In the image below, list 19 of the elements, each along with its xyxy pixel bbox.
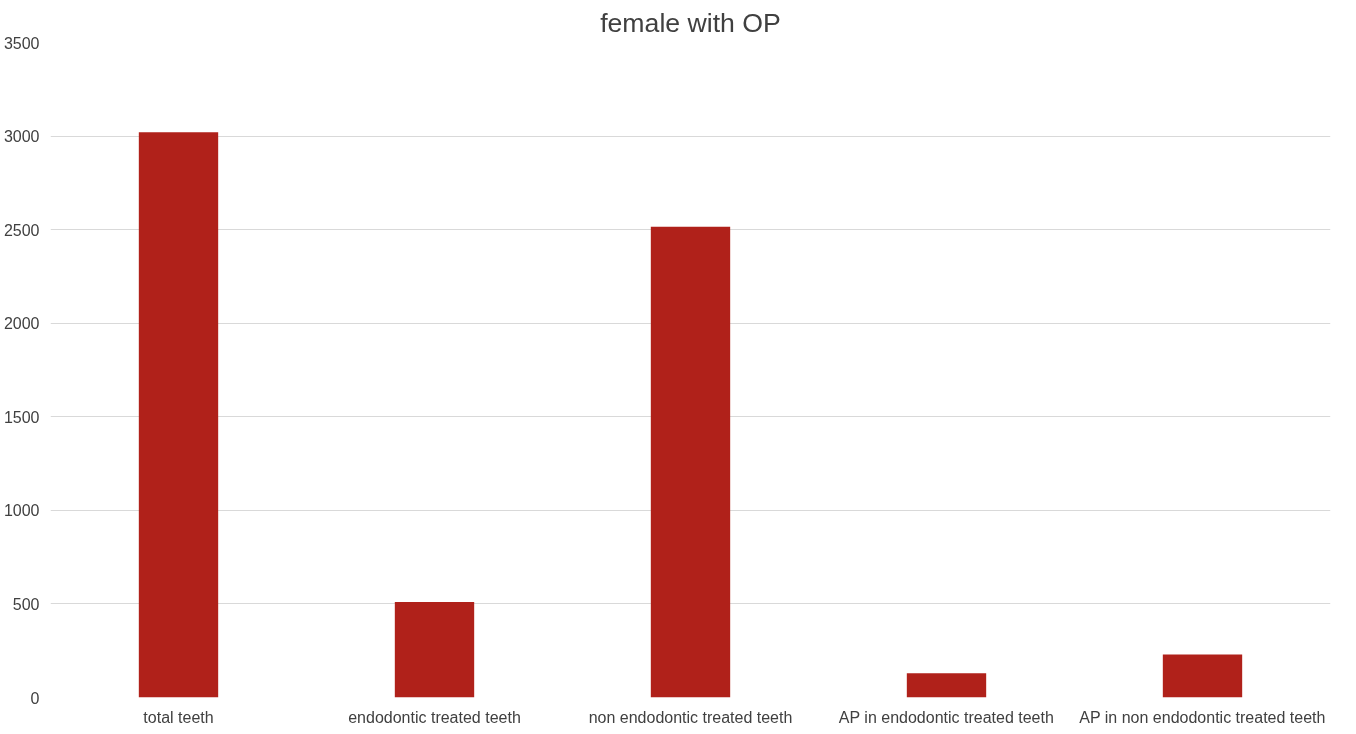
bar <box>394 602 475 698</box>
y-tick-label: 500 <box>12 595 40 613</box>
y-tick-label: 1500 <box>3 408 40 426</box>
y-tick-label: 2500 <box>3 221 40 239</box>
bar <box>906 673 987 698</box>
chart-title: female with OP <box>600 7 781 38</box>
y-tick-label: 3500 <box>3 34 40 52</box>
bar <box>1162 654 1243 698</box>
x-tick-label: AP in endodontic treated teeth <box>838 708 1054 726</box>
y-tick-label: 0 <box>30 689 40 707</box>
bar <box>138 132 219 698</box>
x-tick-label: endodontic treated teeth <box>348 708 521 726</box>
x-tick-label: non endodontic treated teeth <box>588 708 793 726</box>
y-tick-label: 3000 <box>3 128 40 146</box>
y-tick-label: 1000 <box>3 502 40 520</box>
y-tick-label: 2000 <box>3 315 40 333</box>
x-tick-label: total teeth <box>143 708 214 726</box>
x-tick-label: AP in non endodontic treated teeth <box>1079 708 1326 726</box>
bar <box>650 226 731 698</box>
